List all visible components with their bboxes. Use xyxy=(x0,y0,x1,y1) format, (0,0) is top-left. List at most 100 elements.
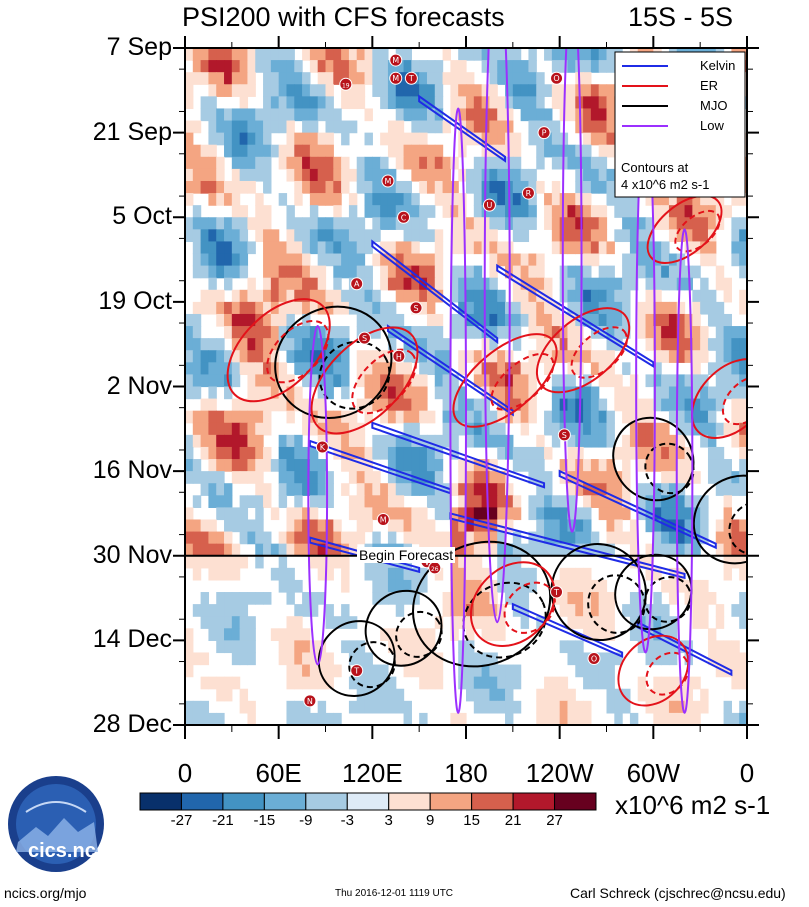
heat-cell xyxy=(598,362,608,376)
heat-cell xyxy=(590,398,600,412)
heat-cell xyxy=(489,483,498,496)
heat-cell xyxy=(466,96,475,110)
heat-cell xyxy=(263,483,272,496)
heat-cell xyxy=(216,193,225,206)
storm-marker-dot xyxy=(409,301,423,315)
heat-cell xyxy=(559,265,569,279)
heat-cell xyxy=(411,386,420,400)
heat-cell xyxy=(614,531,623,545)
heat-cell xyxy=(661,531,670,545)
heat-cell xyxy=(614,483,623,496)
heat-cell xyxy=(216,459,225,472)
heat-cell xyxy=(309,664,319,678)
heat-cell xyxy=(637,398,647,412)
colorbar-swatch xyxy=(429,792,473,811)
heat-cell xyxy=(270,386,280,400)
heat-cell xyxy=(294,156,303,170)
legend xyxy=(614,51,746,198)
heat-cell xyxy=(645,326,654,339)
heat-cell xyxy=(583,144,592,158)
heat-cell xyxy=(278,84,288,97)
storm-marker: A xyxy=(350,277,364,291)
heat-cell xyxy=(239,253,249,267)
heat-cell xyxy=(723,386,732,400)
heat-cell xyxy=(216,688,225,702)
storm-marker-dot xyxy=(350,664,364,678)
heat-cell xyxy=(715,277,725,291)
colorbar-tick-label: 27 xyxy=(546,812,563,829)
heat-cell xyxy=(512,664,522,678)
heat-cell xyxy=(497,132,506,146)
heat-cell xyxy=(598,422,608,436)
heat-cell xyxy=(606,543,615,557)
footer-url[interactable]: ncics.org/mjo xyxy=(4,885,87,901)
heat-cell xyxy=(715,640,725,654)
heat-cell xyxy=(325,712,334,725)
heat-cell xyxy=(309,362,319,376)
heat-cell xyxy=(559,543,569,557)
heat-cell xyxy=(286,72,295,85)
heat-cell xyxy=(419,253,428,267)
heat-cell xyxy=(645,289,654,303)
heat-cell xyxy=(185,193,194,206)
heat-cell xyxy=(489,688,498,702)
heat-cell xyxy=(364,132,373,146)
heat-cell xyxy=(692,217,701,230)
heat-cell xyxy=(668,398,678,412)
heat-cell xyxy=(411,277,420,291)
heat-cell xyxy=(707,652,717,666)
heat-cell xyxy=(497,241,506,255)
heat-cell xyxy=(450,241,459,255)
heat-cell xyxy=(200,168,210,182)
heat-cell xyxy=(629,616,639,629)
heat-cell xyxy=(372,253,381,267)
heat-cell xyxy=(731,398,740,412)
heat-cell xyxy=(723,422,732,436)
heat-cell xyxy=(333,193,342,206)
heat-cell xyxy=(739,265,747,279)
heat-cell xyxy=(341,410,350,424)
heat-cell xyxy=(224,555,233,569)
heat-cell xyxy=(247,700,256,714)
heat-cell xyxy=(700,326,709,339)
heat-cell xyxy=(481,289,491,303)
heat-cell xyxy=(528,48,537,61)
heat-cell xyxy=(739,241,747,255)
heat-cell xyxy=(551,301,561,315)
heat-cell xyxy=(403,700,412,714)
heat-cell xyxy=(622,205,631,218)
heat-cell xyxy=(419,664,428,678)
heat-cell xyxy=(333,338,342,351)
heat-cell xyxy=(192,180,202,194)
heat-cell xyxy=(606,652,615,666)
heat-cell xyxy=(231,120,241,134)
heat-cell xyxy=(489,362,498,376)
heat-cell xyxy=(364,483,373,496)
storm-marker-dot xyxy=(404,71,418,85)
heat-cell xyxy=(481,471,491,484)
heat-cell xyxy=(411,326,420,339)
heat-cell xyxy=(286,350,295,363)
heat-cell xyxy=(536,459,545,472)
heat-cell xyxy=(473,108,483,122)
heat-cell xyxy=(348,459,358,472)
heat-cell xyxy=(356,652,366,666)
heat-cell xyxy=(333,108,342,122)
heat-cell xyxy=(325,374,334,388)
heat-cell xyxy=(419,579,428,593)
heat-cell xyxy=(263,48,272,61)
heat-cell xyxy=(286,48,295,61)
heat-cell xyxy=(583,120,592,134)
heat-cell xyxy=(528,301,537,315)
heat-cell xyxy=(286,253,295,267)
storm-marker-label: S xyxy=(362,334,367,343)
heat-cell xyxy=(637,688,647,702)
storm-marker-dot xyxy=(392,349,406,363)
heat-cell xyxy=(411,446,420,460)
heat-cell xyxy=(309,471,319,484)
heat-cell xyxy=(739,543,747,557)
heat-cell xyxy=(200,265,210,279)
heat-cell xyxy=(512,205,522,218)
heat-cell xyxy=(263,313,272,327)
heat-cell xyxy=(458,277,467,291)
